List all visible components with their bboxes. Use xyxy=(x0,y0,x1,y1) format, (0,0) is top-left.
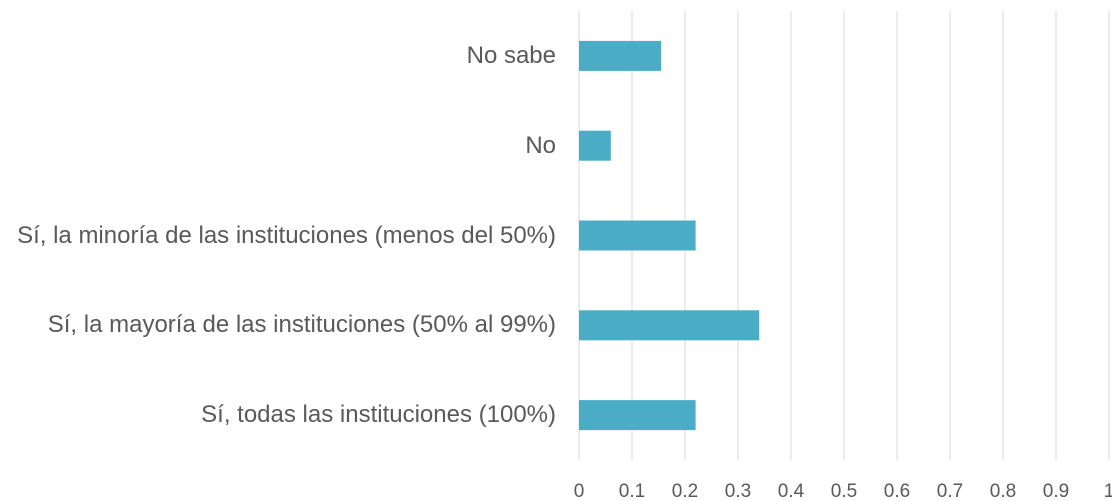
x-tick-label: 0.1 xyxy=(619,481,645,501)
category-label-box: Sí, todas las instituciones (100%) xyxy=(8,400,556,430)
x-tick-label: 1 xyxy=(1104,481,1112,501)
x-tick-label: 0.8 xyxy=(990,481,1016,501)
y-tick-label: Sí, la mayoría de las instituciones (50%… xyxy=(47,311,556,339)
bar xyxy=(579,310,760,341)
y-tick-label: No sabe xyxy=(466,41,556,69)
category-label-box: Sí, la minoría de las instituciones (men… xyxy=(8,221,556,251)
y-tick-label: Sí, la minoría de las instituciones (men… xyxy=(17,221,556,249)
x-tick-label: 0 xyxy=(574,481,585,501)
x-tick-label: 0.2 xyxy=(672,481,698,501)
bar xyxy=(579,130,611,161)
x-tick-label: 0.5 xyxy=(831,481,857,501)
x-tick-label: 0.9 xyxy=(1043,481,1069,501)
y-tick-label: No xyxy=(525,131,556,159)
category-label-box: No sabe xyxy=(8,41,556,71)
bar xyxy=(579,400,696,431)
category-label-box: Sí, la mayoría de las instituciones (50%… xyxy=(8,310,556,340)
x-tick-label: 0.6 xyxy=(884,481,910,501)
x-tick-label: 0.3 xyxy=(725,481,751,501)
category-label-box: No xyxy=(8,131,556,161)
y-tick-label: Sí, todas las instituciones (100%) xyxy=(201,401,556,429)
x-tick-label: 0.4 xyxy=(778,481,805,501)
bar xyxy=(579,40,662,71)
x-tick-label: 0.7 xyxy=(937,481,963,501)
bar xyxy=(579,220,696,251)
